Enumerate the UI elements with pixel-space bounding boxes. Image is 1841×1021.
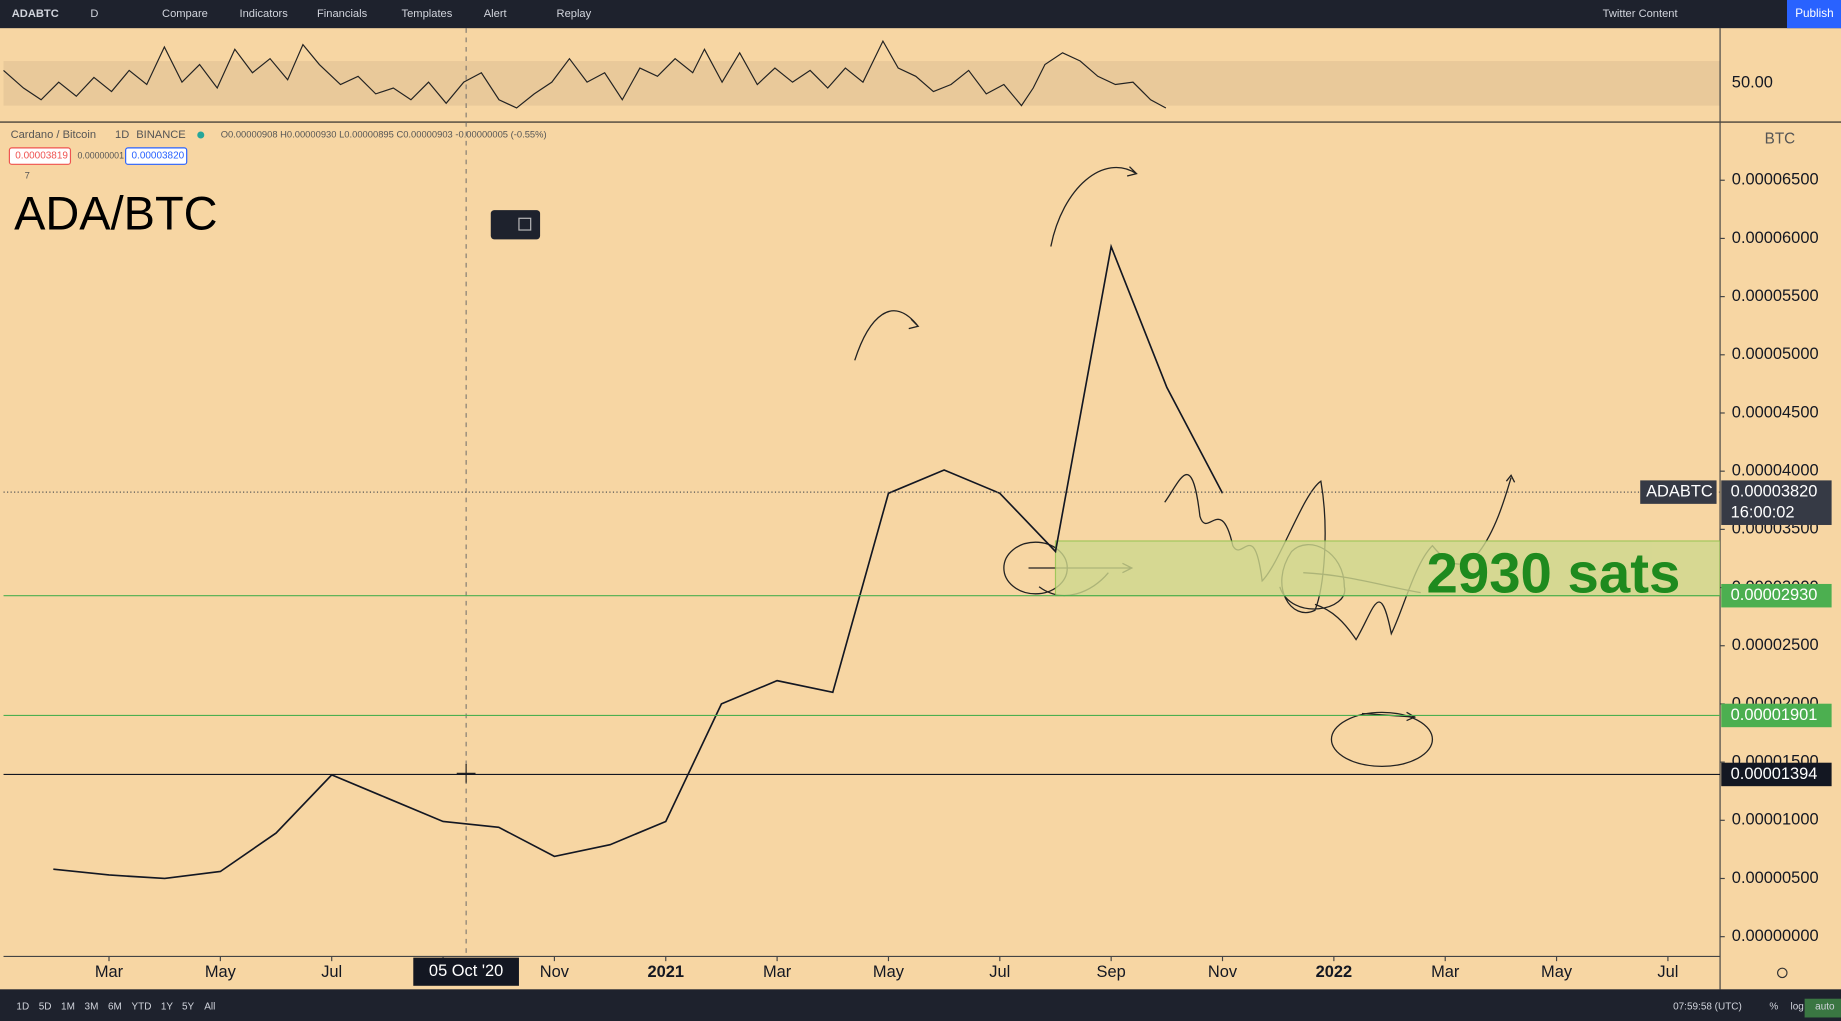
legend-interval: 1D: [115, 129, 129, 141]
currency: BTC: [1765, 131, 1796, 148]
price-tag: [1721, 703, 1832, 728]
percent-toggle[interactable]: %: [1769, 1002, 1778, 1013]
floating-toolbar-icon[interactable]: [518, 217, 532, 231]
crosshair-cursor: [456, 763, 476, 783]
range-button[interactable]: 1M: [61, 1002, 75, 1013]
x-tick-label: Nov: [1208, 963, 1238, 981]
spread: 0.00000001: [77, 150, 124, 160]
price-line: [53, 243, 1224, 880]
x-tick-label: 2022: [1316, 963, 1353, 981]
toolbar-item[interactable]: Templates: [402, 8, 453, 20]
support-zone: [1054, 540, 1721, 597]
x-tick-label: Jul: [989, 963, 1010, 981]
toolbar-item[interactable]: Financials: [317, 8, 368, 20]
rsi-line: [3, 39, 1167, 109]
symbol-tag: [1640, 480, 1717, 504]
price-tag-label: 0.00001901: [1731, 706, 1818, 724]
x-tick-label: Mar: [95, 963, 124, 981]
floating-toolbar[interactable]: [490, 210, 541, 240]
rsi-band: [3, 61, 1721, 106]
y-tick-label: 0.00000500: [1732, 869, 1819, 887]
exchange: BINANCE: [136, 129, 186, 141]
crosshair-time-tag: [413, 957, 519, 986]
range-button[interactable]: 6M: [108, 1002, 122, 1013]
last-price-label: 0.00003820: [1731, 482, 1818, 500]
x-tick-label: Sep: [1097, 963, 1126, 981]
y-tick-label: 0.00004000: [1732, 462, 1819, 480]
hand-drawing: [1330, 711, 1434, 767]
layout-name[interactable]: Twitter Content: [1603, 8, 1679, 20]
chart-title: ADA/BTC: [14, 187, 217, 240]
auto-toggle[interactable]: [1804, 998, 1841, 1018]
auto-label[interactable]: auto: [1815, 1002, 1835, 1013]
bottom-toolbar: [0, 989, 1841, 1021]
publish-button[interactable]: [1786, 0, 1841, 29]
x-tick-label: Mar: [1431, 963, 1460, 981]
annotation: 2930 sats: [1427, 541, 1681, 604]
interval[interactable]: D: [90, 8, 98, 20]
top-toolbar: [0, 0, 1841, 29]
settings-icon[interactable]: [1777, 967, 1788, 979]
range-button[interactable]: YTD: [132, 1002, 152, 1013]
y-tick-label: 0.00006500: [1732, 171, 1819, 189]
y-tick-label: 0.00005500: [1732, 287, 1819, 305]
range-button[interactable]: 5Y: [182, 1002, 195, 1013]
y-tick-label: 0.00001000: [1732, 811, 1819, 829]
countdown: 16:00:02: [1731, 504, 1795, 522]
x-tick-label: Mar: [763, 963, 792, 981]
y-tick-label: 0.00005000: [1732, 345, 1819, 363]
range-button[interactable]: All: [204, 1002, 215, 1013]
market-status-dot: [197, 131, 205, 139]
price-tag: [1721, 762, 1832, 787]
y-tick-label: 0.00004500: [1732, 403, 1819, 421]
x-tick-label: May: [873, 963, 905, 981]
indicator-count: 7: [25, 170, 30, 181]
toolbar-item[interactable]: Indicators: [240, 8, 289, 20]
range-button[interactable]: 1D: [16, 1002, 29, 1013]
hand-drawing: [1050, 166, 1138, 247]
rsi-level: 50.00: [1732, 74, 1773, 92]
plot-area: [3, 243, 1721, 880]
price-tag: [1721, 583, 1832, 608]
range-button[interactable]: 3M: [85, 1002, 99, 1013]
x-tick-label: May: [205, 963, 237, 981]
ohlc: O0.00000908 H0.00000930 L0.00000895 C0.0…: [221, 128, 547, 139]
toolbar-item[interactable]: Alert: [484, 8, 508, 20]
symbol[interactable]: ADABTC: [12, 8, 59, 20]
bid-box: [8, 147, 72, 165]
x-tick-label: 2021: [647, 963, 684, 981]
publish-label[interactable]: Publish: [1795, 7, 1833, 20]
log-toggle[interactable]: log: [1791, 1002, 1804, 1013]
bid: 0.00003819: [15, 151, 68, 162]
price-tag-label: 0.00002930: [1731, 586, 1818, 604]
ask: 0.00003820: [132, 151, 185, 162]
crosshair-time-label: 05 Oct '20: [429, 962, 503, 980]
y-tick-label: 0.00002500: [1732, 636, 1819, 654]
range-button[interactable]: 1Y: [161, 1002, 174, 1013]
clock: 07:59:58 (UTC): [1673, 1002, 1742, 1013]
y-tick-label: 0.00006000: [1732, 229, 1819, 247]
x-tick-label: Jul: [321, 963, 342, 981]
hand-drawing: [854, 310, 920, 361]
x-tick-label: Jul: [1657, 963, 1678, 981]
x-tick-label: Nov: [540, 963, 570, 981]
last-price-tag: [1721, 480, 1832, 525]
range-button[interactable]: 5D: [39, 1002, 52, 1013]
x-tick-label: May: [1541, 963, 1573, 981]
toolbar-item[interactable]: Compare: [162, 8, 208, 20]
ask-box: [125, 147, 188, 165]
price-tag-label: 0.00001394: [1731, 765, 1818, 783]
pair-name: Cardano / Bitcoin: [11, 129, 96, 141]
y-tick-label: 0.00000000: [1732, 927, 1819, 945]
symbol-tag-label: ADABTC: [1646, 482, 1713, 500]
toolbar-item[interactable]: Replay: [557, 8, 592, 20]
